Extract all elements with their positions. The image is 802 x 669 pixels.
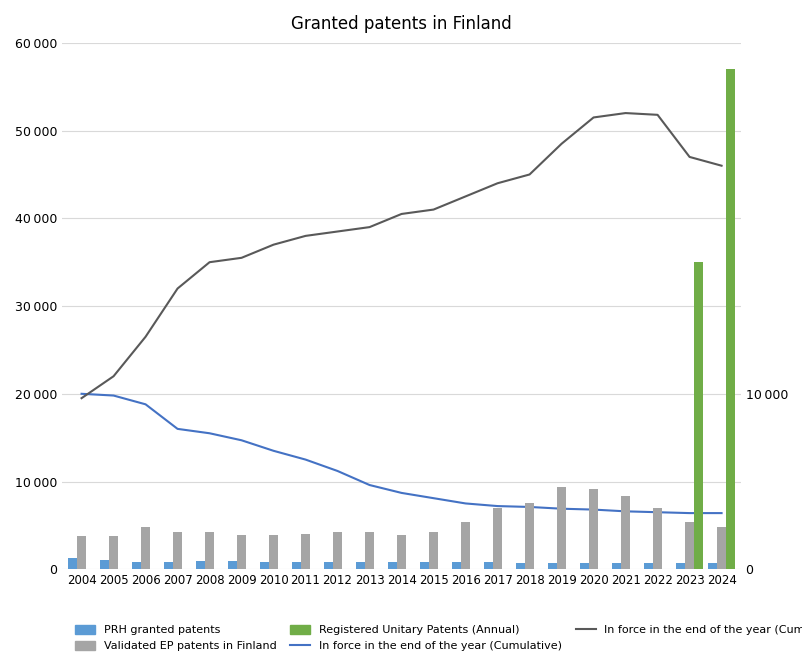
Bar — [548, 563, 557, 569]
Bar — [77, 536, 86, 569]
Bar — [109, 536, 118, 569]
Bar — [428, 533, 438, 569]
In force in the end of the year (Cumulative) — [172, 425, 182, 433]
Bar — [707, 563, 716, 569]
Bar — [460, 522, 469, 569]
In force in the end of the year (Cumulative) — [524, 503, 533, 511]
Bar — [324, 563, 333, 569]
Bar — [557, 487, 565, 569]
Bar — [684, 522, 693, 569]
In force in the end of the year (Cumulative) — [556, 140, 565, 148]
Bar — [452, 562, 460, 569]
Bar — [492, 508, 501, 569]
Bar — [484, 562, 492, 569]
In force in the end of the year (Cumulative) — [652, 111, 662, 119]
Bar — [525, 502, 533, 569]
Bar — [301, 534, 310, 569]
Bar — [693, 262, 702, 569]
Bar — [387, 562, 396, 569]
Bar — [205, 533, 214, 569]
Bar — [228, 561, 237, 569]
In force in the end of the year (Cumulative) — [428, 494, 438, 502]
Bar — [652, 508, 661, 569]
In force in the end of the year (Cumulative) — [269, 447, 278, 455]
In force in the end of the year (Cumulative) — [108, 372, 118, 380]
Bar — [100, 560, 109, 569]
In force in the end of the year (Cumulative) — [588, 506, 597, 514]
Bar — [396, 535, 406, 569]
In force in the end of the year (Cumulative) — [396, 210, 406, 218]
Bar — [589, 488, 597, 569]
Bar — [141, 527, 150, 569]
In force in the end of the year (Cumulative) — [684, 153, 694, 161]
In force in the end of the year (Cumulative) — [301, 456, 310, 464]
Bar — [643, 563, 652, 569]
In force in the end of the year (Cumulative) — [140, 400, 150, 408]
Line: In force in the end of the year (Cumulative): In force in the end of the year (Cumulat… — [82, 394, 721, 513]
In force in the end of the year (Cumulative) — [364, 481, 374, 489]
In force in the end of the year (Cumulative) — [332, 227, 342, 235]
In force in the end of the year (Cumulative) — [684, 509, 694, 517]
In force in the end of the year (Cumulative) — [620, 507, 630, 515]
In force in the end of the year (Cumulative) — [237, 436, 246, 444]
In force in the end of the year (Cumulative) — [492, 502, 502, 510]
In force in the end of the year (Cumulative) — [620, 109, 630, 117]
In force in the end of the year (Cumulative) — [716, 162, 726, 170]
In force in the end of the year (Cumulative) — [108, 391, 118, 399]
In force in the end of the year (Cumulative) — [460, 500, 470, 508]
Bar — [620, 496, 630, 569]
In force in the end of the year (Cumulative) — [460, 193, 470, 201]
Bar — [675, 563, 684, 569]
In force in the end of the year (Cumulative) — [524, 171, 533, 179]
Bar — [579, 563, 589, 569]
Bar — [164, 562, 173, 569]
In force in the end of the year (Cumulative) — [588, 114, 597, 122]
Bar — [716, 527, 725, 569]
Bar — [68, 558, 77, 569]
Bar — [333, 533, 342, 569]
Title: Granted patents in Finland: Granted patents in Finland — [291, 15, 512, 33]
In force in the end of the year (Cumulative) — [77, 394, 87, 402]
In force in the end of the year (Cumulative) — [652, 508, 662, 516]
In force in the end of the year (Cumulative) — [428, 205, 438, 213]
Bar — [725, 69, 734, 569]
In force in the end of the year (Cumulative) — [716, 509, 726, 517]
Bar — [132, 562, 141, 569]
In force in the end of the year (Cumulative) — [556, 504, 565, 512]
Bar — [173, 533, 182, 569]
In force in the end of the year (Cumulative) — [205, 429, 214, 438]
In force in the end of the year (Cumulative) — [332, 467, 342, 475]
In force in the end of the year (Cumulative) — [364, 223, 374, 231]
Bar — [516, 563, 525, 569]
Legend: PRH granted patents, Validated EP patents in Finland, Registered Unitary Patents: PRH granted patents, Validated EP patent… — [70, 619, 802, 657]
Bar — [611, 563, 620, 569]
In force in the end of the year (Cumulative) — [172, 284, 182, 292]
In force in the end of the year (Cumulative) — [269, 241, 278, 249]
Line: In force in the end of the year (Cumulative): In force in the end of the year (Cumulat… — [82, 113, 721, 398]
In force in the end of the year (Cumulative) — [396, 489, 406, 497]
Bar — [269, 535, 277, 569]
Bar — [260, 562, 269, 569]
Bar — [365, 533, 374, 569]
In force in the end of the year (Cumulative) — [301, 232, 310, 240]
Bar — [237, 535, 245, 569]
Bar — [419, 562, 428, 569]
In force in the end of the year (Cumulative) — [205, 258, 214, 266]
In force in the end of the year (Cumulative) — [237, 254, 246, 262]
Bar — [196, 561, 205, 569]
Bar — [355, 562, 365, 569]
In force in the end of the year (Cumulative) — [492, 179, 502, 187]
Bar — [292, 562, 301, 569]
In force in the end of the year (Cumulative) — [77, 390, 87, 398]
In force in the end of the year (Cumulative) — [140, 332, 150, 341]
